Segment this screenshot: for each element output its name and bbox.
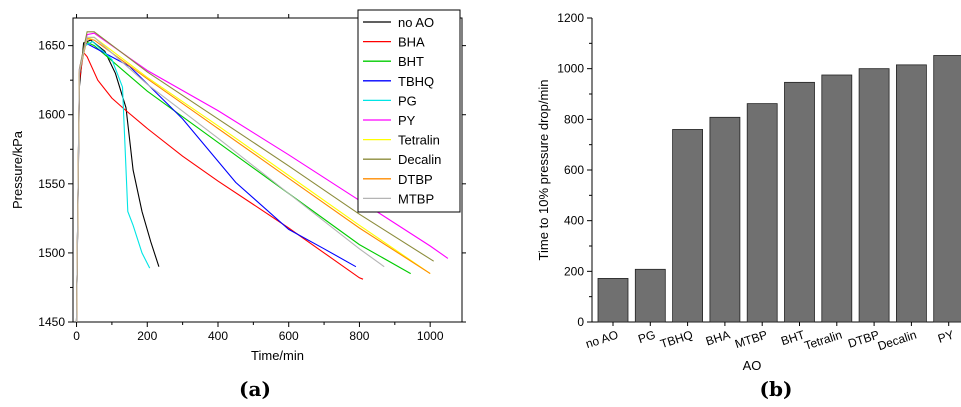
caption-a: (a) bbox=[239, 377, 271, 401]
legend-label-decalin: Decalin bbox=[398, 152, 441, 167]
line-chart-pressure: 0 200 400 600 800 1000 1450 1500 1550 1600 1650 Tim… bbox=[10, 9, 466, 363]
bar-bha bbox=[709, 116, 741, 323]
y-tick-label-a: 1450 bbox=[38, 315, 65, 329]
bar-no-ao bbox=[597, 278, 629, 323]
y-axis-label-b: Time to 10% pressure drop/min bbox=[536, 80, 551, 261]
y-tick-label-b: 1200 bbox=[557, 11, 584, 25]
x-tick-label-no-ao: no AO bbox=[584, 328, 620, 352]
x-tick-label-mtbp: MTBP bbox=[733, 328, 769, 352]
legend-label-mtbp: MTBP bbox=[398, 191, 434, 206]
x-tick-label-pg: PG bbox=[636, 328, 657, 347]
y-tick-label-b: 200 bbox=[564, 264, 584, 278]
bar-tetralin bbox=[821, 74, 853, 323]
x-tick-label-a: 800 bbox=[349, 329, 369, 343]
plot-frame-a bbox=[72, 17, 463, 323]
bar-pg bbox=[634, 268, 666, 323]
y-tick-label-b: 400 bbox=[564, 214, 584, 228]
legend-label-pg: PG bbox=[398, 93, 417, 108]
series-line-no-ao bbox=[75, 39, 160, 323]
x-tick-label-a: 0 bbox=[73, 329, 80, 343]
bar-tbhq bbox=[672, 129, 703, 323]
x-axis-label-a: Time/min bbox=[251, 348, 304, 363]
legend-label-dtbp: DTBP bbox=[398, 172, 433, 187]
caption-b: (b) bbox=[760, 377, 793, 401]
x-tick-label-tetralin: Tetralin bbox=[803, 328, 844, 353]
x-tick-label-py: PY bbox=[936, 328, 956, 346]
series-line-mtbp bbox=[75, 36, 385, 323]
x-tick-label-a: 200 bbox=[137, 329, 157, 343]
bar-dtbp bbox=[858, 68, 890, 323]
x-tick-label-bht: BHT bbox=[779, 327, 807, 348]
legend-a: no AO BHA BHT TBHQ PG PY Tetralin Decalin DTBP MT… bbox=[357, 9, 461, 213]
bar-py bbox=[933, 55, 961, 323]
x-axis-label-b: AO bbox=[743, 358, 762, 373]
y-tick-label-b: 1000 bbox=[557, 62, 584, 76]
legend-label-no-ao: no AO bbox=[398, 15, 434, 30]
x-tick-label-a: 400 bbox=[208, 329, 228, 343]
x-tick-label-a: 1000 bbox=[417, 329, 444, 343]
legend-label-tbhq: TBHQ bbox=[398, 74, 434, 89]
series-line-decalin bbox=[75, 31, 434, 323]
bar-bht bbox=[784, 81, 815, 323]
x-tick-label-a: 600 bbox=[279, 329, 299, 343]
x-tick-label-bha: BHA bbox=[704, 328, 732, 349]
y-axis-label-a: Pressure/kPa bbox=[10, 130, 25, 209]
bar-mtbp bbox=[746, 103, 778, 323]
y-tick-label-a: 1650 bbox=[38, 39, 65, 53]
x-tick-label-tbhq: TBHQ bbox=[658, 328, 694, 352]
y-tick-label-b: 600 bbox=[564, 163, 584, 177]
y-tick-label-a: 1600 bbox=[38, 108, 65, 122]
y-tick-label-b: 800 bbox=[564, 112, 584, 126]
y-tick-label-a: 1500 bbox=[38, 246, 65, 260]
legend-label-py: PY bbox=[398, 113, 416, 128]
legend-label-bha: BHA bbox=[398, 35, 425, 50]
bar-chart-time-to-drop: 0 200 400 600 800 1000 1200 no AO PG TBHQ BHA MTBP B… bbox=[536, 11, 961, 373]
y-tick-label-b: 0 bbox=[577, 315, 584, 329]
bar-decalin bbox=[896, 64, 927, 323]
legend-label-bht: BHT bbox=[398, 54, 424, 69]
x-tick-label-decalin: Decalin bbox=[876, 328, 918, 354]
y-tick-label-a: 1550 bbox=[38, 177, 65, 191]
legend-label-tetralin: Tetralin bbox=[398, 133, 440, 148]
series-line-bha bbox=[75, 51, 364, 323]
